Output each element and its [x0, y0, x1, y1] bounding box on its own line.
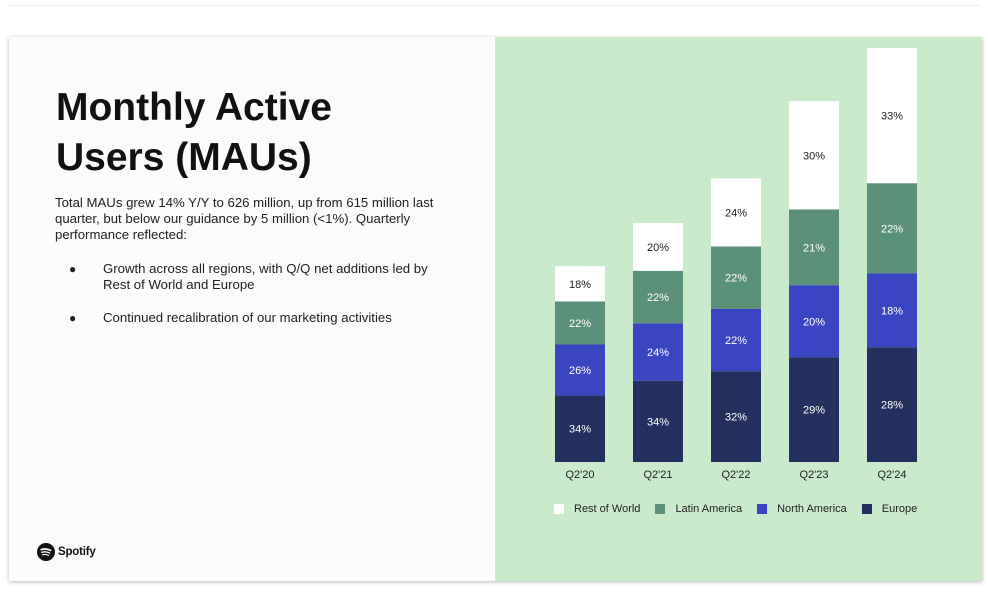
bar-segment-rest-of-world [867, 47, 917, 184]
bar-segment-rest-of-world [633, 222, 683, 271]
bar-segment-rest-of-world [555, 266, 605, 302]
bar-segment-europe [555, 395, 605, 462]
data-label: 26% [569, 365, 591, 377]
slide-title: Monthly Active Users (MAUs) [56, 86, 332, 179]
data-label: 18% [569, 279, 591, 291]
legend-label: Europe [881, 503, 918, 515]
bullet-list: ● Growth across all regions, with Q/Q ne… [55, 261, 445, 343]
bar-segment-north-america [867, 273, 917, 348]
bullet-item: ● Growth across all regions, with Q/Q ne… [55, 261, 445, 293]
legend-label: Latin America [675, 503, 743, 515]
bar-segment-north-america [711, 308, 761, 372]
stacked-bar-chart: 34% 26% 22% 18% Q2'20 34% 24% 22% 20% Q2'21 32% 22%… [555, 47, 917, 481]
data-label: 28% [881, 400, 903, 412]
legend-item-latin-america: Latin America [655, 503, 742, 515]
legend-label: North America [777, 503, 847, 515]
data-label: 18% [881, 305, 903, 317]
bar-segment-latin-america [711, 246, 761, 309]
data-label: 22% [725, 273, 747, 285]
bullet-dot: ● [69, 311, 77, 325]
data-label: 24% [647, 347, 669, 359]
data-label: 30% [803, 150, 825, 162]
data-label: 21% [803, 242, 825, 254]
legend-item-north-america: North America [757, 503, 847, 515]
bar-segment-latin-america [633, 270, 683, 324]
logo-wordmark: Spotify [58, 546, 96, 558]
bar-segment-europe [633, 380, 683, 462]
x-tick-label: Q2'24 [877, 469, 906, 481]
x-tick-label: Q2'23 [799, 469, 828, 481]
data-label: 22% [647, 292, 669, 304]
legend-swatch [655, 504, 666, 514]
x-tick-label: Q2'20 [565, 469, 594, 481]
data-label: 34% [647, 416, 669, 428]
data-label: 20% [647, 242, 669, 254]
bullet-text: Growth across all regions, with Q/Q net … [103, 261, 428, 292]
spotify-logo: Spotify [37, 543, 96, 561]
data-label: 33% [881, 111, 903, 123]
legend-swatch [554, 504, 564, 514]
bar-segment-latin-america [789, 209, 839, 286]
intro-paragraph: Total MAUs grew 14% Y/Y to 626 million, … [55, 195, 434, 242]
data-label: 22% [881, 223, 903, 235]
x-tick-label: Q2'21 [643, 469, 672, 481]
bar-segment-north-america [555, 344, 605, 396]
spotify-icon [37, 543, 55, 561]
bar-segment-north-america [633, 323, 683, 381]
chart-legend: Rest of World Latin America North America E… [554, 503, 917, 515]
legend-swatch [757, 504, 768, 514]
bullet-item: ● Continued recalibration of our marketi… [55, 310, 445, 326]
bullet-dot: ● [69, 262, 77, 276]
data-label: 29% [803, 405, 825, 417]
top-divider [8, 5, 980, 6]
data-label: 22% [725, 335, 747, 347]
legend-item-rest-of-world: Rest of World [554, 503, 640, 515]
data-label: 20% [803, 316, 825, 328]
bar-segment-europe [867, 347, 917, 462]
bar-segment-rest-of-world [711, 178, 761, 247]
bar-segment-latin-america [867, 183, 917, 274]
slide: Monthly Active Users (MAUs) Total MAUs g… [9, 37, 982, 581]
x-tick-label: Q2'22 [721, 469, 750, 481]
data-label: 34% [569, 424, 591, 436]
bar-segment-latin-america [555, 301, 605, 345]
legend-label: Rest of World [574, 503, 641, 515]
legend-swatch [861, 504, 872, 514]
legend-item-europe: Europe [861, 503, 918, 515]
data-label: 22% [569, 318, 591, 330]
data-label: 32% [725, 412, 747, 424]
bar-segment-europe [789, 357, 839, 462]
bar-segment-rest-of-world [789, 101, 839, 210]
bullet-text: Continued recalibration of our marketing… [103, 310, 392, 325]
data-label: 24% [725, 207, 747, 219]
bar-segment-europe [711, 371, 761, 462]
bar-segment-north-america [789, 285, 839, 358]
